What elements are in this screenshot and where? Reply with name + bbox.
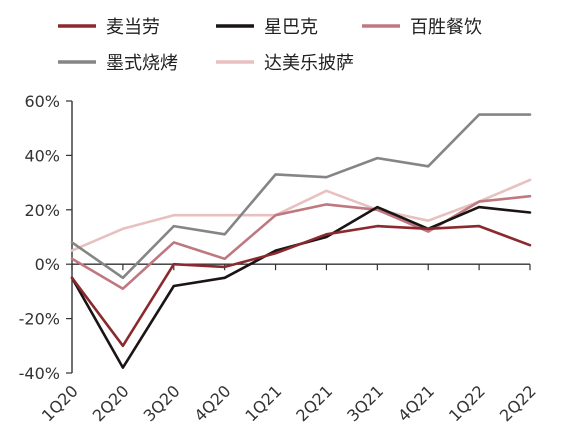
x-tick-label: 1Q22 (445, 381, 489, 425)
series-line (70, 178, 532, 252)
legend-label: 星巴克 (264, 17, 318, 38)
x-tick-label: 3Q20 (140, 381, 184, 425)
legend-label: 百胜餐饮 (410, 17, 482, 38)
y-tick-label: 40% (24, 146, 60, 165)
y-tick-label: -40% (19, 364, 60, 383)
series-line (70, 224, 532, 348)
x-tick-label: 2Q20 (89, 381, 133, 425)
y-tick-label: 60% (24, 92, 60, 111)
x-tick-label: 1Q20 (38, 381, 82, 425)
series-line (70, 205, 532, 369)
plot-area (70, 113, 532, 369)
x-tick-label: 4Q21 (394, 381, 438, 425)
legend-label: 麦当劳 (106, 17, 160, 38)
legend-label: 达美乐披萨 (264, 53, 354, 74)
x-tick-label: 4Q20 (191, 381, 235, 425)
x-tick-label: 1Q21 (241, 381, 285, 425)
y-tick-label: 20% (24, 201, 60, 220)
x-tick-label: 2Q21 (292, 381, 336, 425)
y-tick-label: 0% (35, 255, 60, 274)
y-tick-label: -20% (19, 310, 60, 329)
y-axis: -40% -20% 0% 20% 40% 60% (19, 92, 73, 383)
series-line (70, 113, 532, 280)
x-tick-label: 3Q21 (343, 381, 387, 425)
x-axis: 1Q20 2Q20 3Q20 4Q20 1Q21 2Q21 3Q21 4Q21 1Q22 2Q22 (38, 263, 540, 425)
x-tick-label: 2Q22 (496, 381, 540, 425)
legend-label: 墨式烧烤 (106, 53, 178, 74)
